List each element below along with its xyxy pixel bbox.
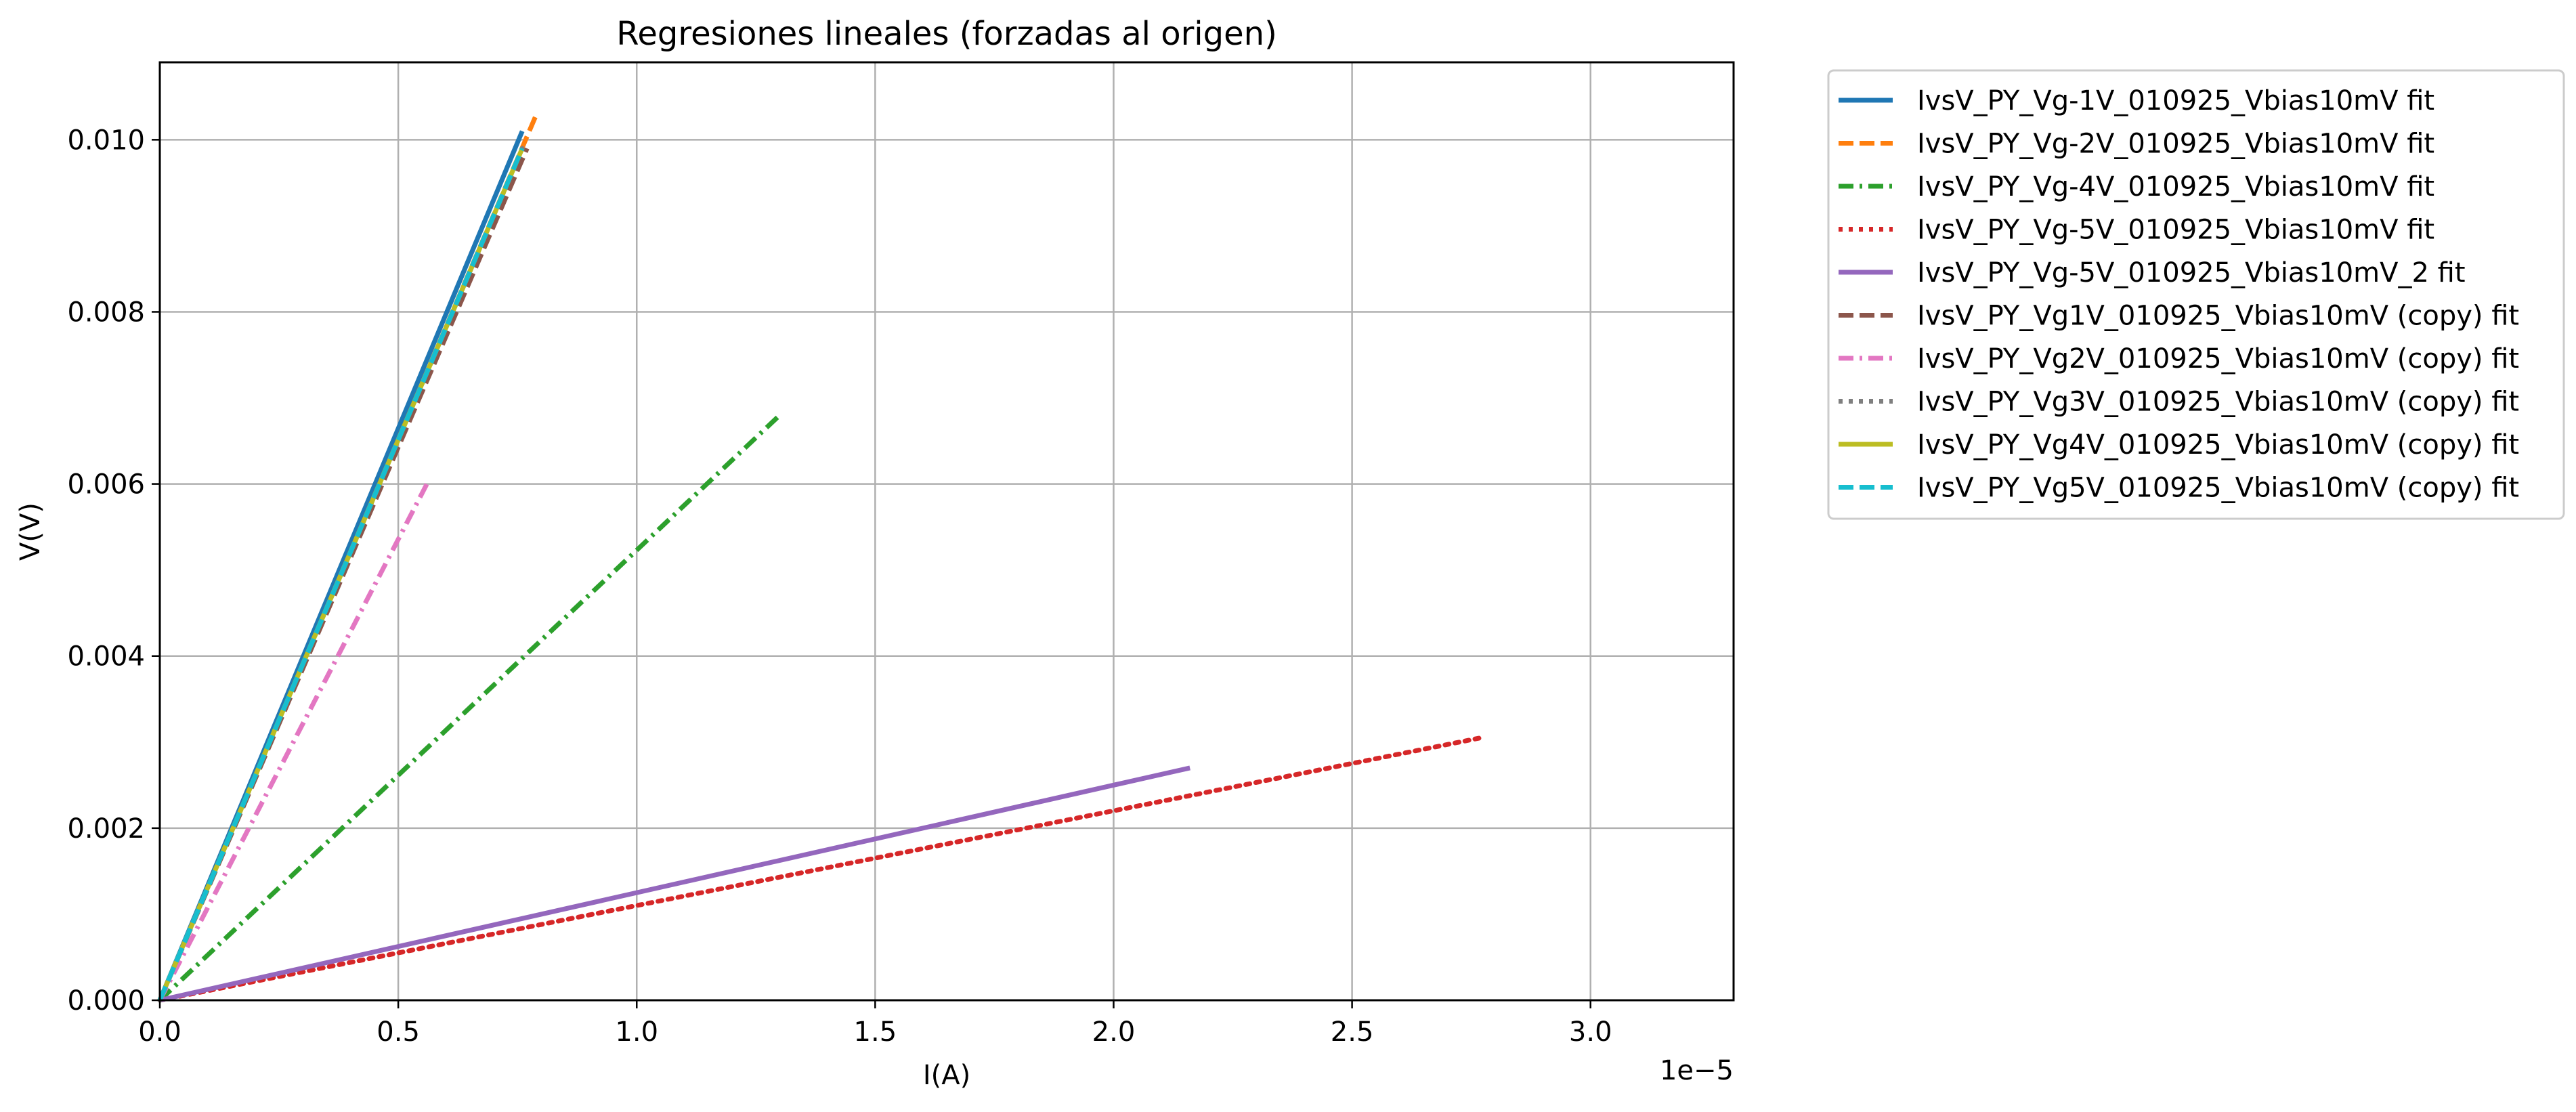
x-tick-label: 0.5 <box>377 1017 420 1048</box>
data-series-lines <box>157 112 1484 1003</box>
plot-area-background <box>160 62 1734 1000</box>
series-line-5 <box>159 765 1190 1003</box>
legend-label-2: IvsV_PY_Vg-2V_010925_Vbias10mV fit <box>1917 129 2434 160</box>
legend-items: IvsV_PY_Vg-1V_010925_Vbias10mV fit IvsV_P… <box>1839 85 2519 504</box>
series-line-7 <box>157 482 429 1002</box>
series-line-4 <box>157 735 1484 1003</box>
x-axis-ticks: 0.0 0.5 1.0 1.5 2.0 2.5 3.0 <box>138 1000 1612 1048</box>
legend-label-6: IvsV_PY_Vg1V_010925_Vbias10mV (copy) fit <box>1917 301 2519 332</box>
legend-label-9: IvsV_PY_Vg4V_010925_Vbias10mV (copy) fit <box>1917 429 2519 461</box>
legend-label-5: IvsV_PY_Vg-5V_010925_Vbias10mV_2 fit <box>1917 257 2466 288</box>
plot-area-frame <box>158 61 1735 1002</box>
x-tick-label: 1.5 <box>854 1017 897 1048</box>
legend-label-3: IvsV_PY_Vg-4V_010925_Vbias10mV fit <box>1917 171 2434 202</box>
x-tick-label: 2.0 <box>1092 1017 1136 1048</box>
y-tick-label: 0.008 <box>67 297 145 328</box>
legend-label-10: IvsV_PY_Vg5V_010925_Vbias10mV (copy) fit <box>1917 473 2519 504</box>
series-line-10 <box>157 147 525 1002</box>
y-tick-label: 0.006 <box>67 469 145 500</box>
chart-title: Regresiones lineales (forzadas al origen… <box>616 15 1277 53</box>
legend-frame <box>1827 69 2565 520</box>
x-axis-label: I(A) <box>923 1060 970 1091</box>
legend-label-8: IvsV_PY_Vg3V_010925_Vbias10mV (copy) fit <box>1917 387 2519 418</box>
legend: IvsV_PY_Vg-1V_010925_Vbias10mV fit IvsV_P… <box>1827 69 2565 520</box>
y-tick-label: 0.010 <box>67 125 145 156</box>
y-tick-label: 0.002 <box>67 813 145 844</box>
series-line-3 <box>158 413 781 1002</box>
x-tick-label: 3.0 <box>1569 1017 1612 1048</box>
legend-label-7: IvsV_PY_Vg2V_010925_Vbias10mV (copy) fit <box>1917 343 2519 375</box>
legend-label-4: IvsV_PY_Vg-5V_010925_Vbias10mV fit <box>1917 215 2434 246</box>
y-tick-label: 0.004 <box>67 641 145 672</box>
y-axis-label: V(V) <box>15 502 46 561</box>
x-tick-label: 2.5 <box>1331 1017 1374 1048</box>
x-axis-offset-label: 1e−5 <box>1660 1055 1734 1086</box>
y-axis-ticks: 0.000 0.002 0.004 0.006 0.008 0.010 <box>67 125 160 1017</box>
y-tick-label: 0.000 <box>67 985 145 1017</box>
x-tick-label: 1.0 <box>615 1017 658 1048</box>
legend-label-1: IvsV_PY_Vg-1V_010925_Vbias10mV fit <box>1917 85 2434 116</box>
x-tick-label: 0.0 <box>138 1017 181 1048</box>
